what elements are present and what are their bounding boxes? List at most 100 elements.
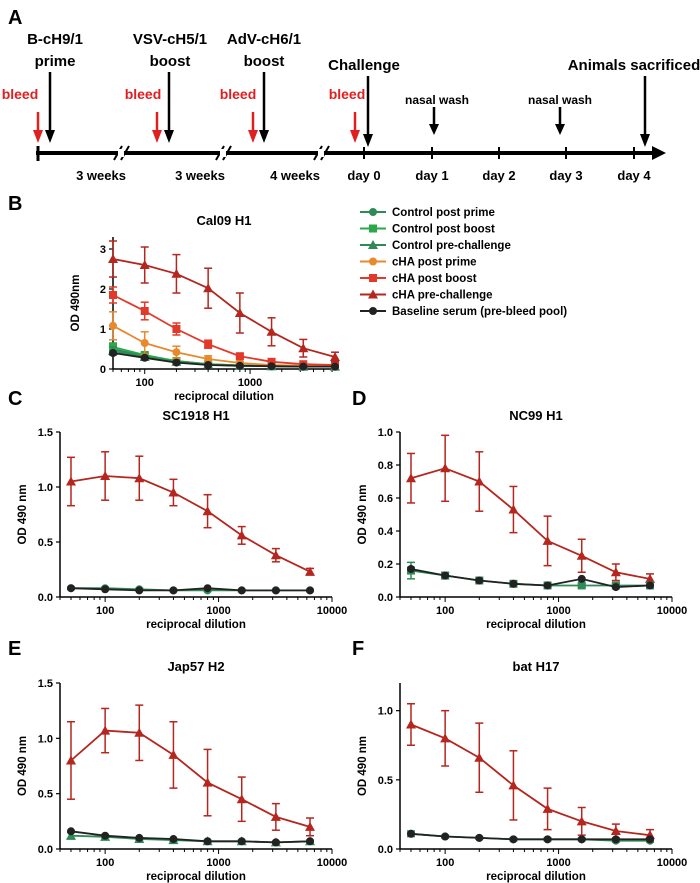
data-point — [509, 835, 518, 844]
data-point — [202, 777, 213, 787]
data-point — [235, 361, 244, 370]
data-point — [331, 362, 339, 371]
series-line — [410, 467, 651, 580]
data-point — [646, 581, 655, 590]
data-point — [203, 283, 214, 293]
data-point — [576, 816, 587, 826]
legend-marker — [369, 307, 377, 315]
x-tick-label: 10000 — [657, 605, 688, 617]
data-point — [168, 749, 179, 759]
data-point — [306, 586, 315, 595]
data-point — [109, 321, 117, 330]
data-point — [440, 463, 451, 473]
event-label-1-sub: prime — [35, 53, 76, 70]
data-point — [646, 835, 655, 844]
data-point — [135, 586, 144, 595]
series-line — [70, 587, 310, 592]
data-point — [577, 574, 586, 583]
data-point — [270, 550, 281, 560]
series-line — [112, 258, 336, 358]
chart-panel-d: NC99 H1 0.0 0.2 0.4 0.6 0.8 1.0 100 1000 10000 rec… — [357, 408, 687, 631]
data-point — [542, 803, 553, 813]
x-tick-label: 1000 — [546, 857, 570, 869]
y-tick-label: 0.0 — [378, 592, 393, 604]
data-point — [475, 833, 484, 842]
data-point — [509, 579, 518, 588]
series — [406, 564, 655, 592]
chart-title: SC1918 H1 — [162, 408, 229, 423]
data-point — [109, 291, 117, 299]
legend-marker — [368, 289, 378, 299]
panel-letter-c: C — [8, 388, 22, 410]
data-point — [577, 581, 586, 590]
series — [65, 704, 316, 837]
interval-label-2: 3 weeks — [175, 168, 225, 183]
data-point — [267, 362, 276, 371]
timeline: B-cH9/1 prime VSV-cH5/1 boost AdV-cH6/1 … — [2, 31, 700, 183]
timeline-arrow-tip — [652, 146, 666, 160]
data-point — [577, 835, 586, 844]
chart-title: NC99 H1 — [509, 408, 562, 423]
event-label-4: Challenge — [328, 57, 400, 74]
panel-letter-d: D — [352, 388, 366, 410]
legend-marker — [369, 274, 377, 282]
data-point — [100, 725, 111, 735]
data-point — [108, 254, 118, 263]
x-tick-label: 100 — [96, 857, 114, 869]
y-tick-label: 1.5 — [38, 678, 53, 690]
data-point — [203, 584, 212, 593]
y-axis-label: OD 490nm — [70, 275, 82, 332]
x-axis-label: reciprocal dilution — [174, 391, 274, 403]
x-axis-label: reciprocal dilution — [486, 871, 586, 883]
y-tick-label: 0.0 — [38, 844, 53, 856]
data-point — [610, 826, 621, 836]
data-point — [171, 268, 182, 278]
bleed-label-4: bleed — [329, 86, 366, 102]
data-point — [441, 832, 450, 841]
y-tick-label: 1 — [100, 324, 106, 336]
data-point — [440, 733, 451, 743]
bleed-label-1: bleed — [2, 86, 39, 102]
data-point — [406, 564, 415, 573]
data-point — [66, 584, 75, 593]
x-tick-label: 1000 — [546, 605, 570, 617]
legend-marker — [369, 257, 377, 266]
data-point — [271, 586, 280, 595]
legend-label: Control pre-challenge — [392, 240, 511, 252]
data-point — [441, 571, 450, 580]
legend-label: Control post boost — [392, 224, 495, 236]
y-tick-label: 0.2 — [378, 559, 393, 571]
x-axis-label: reciprocal dilution — [486, 619, 586, 631]
y-tick-label: 0 — [100, 364, 106, 376]
data-point — [237, 586, 246, 595]
nasal-wash-label-2: nasal wash — [528, 93, 592, 107]
legend-label: Baseline serum (pre-bleed pool) — [392, 306, 567, 318]
y-tick-label: 0.0 — [378, 844, 393, 856]
data-point — [100, 471, 111, 480]
x-tick-label: 100 — [136, 377, 154, 389]
y-tick-label: 1.0 — [378, 706, 393, 718]
legend-label: cHA post boost — [392, 273, 477, 285]
bleed-label-3: bleed — [220, 86, 257, 102]
legend-marker — [368, 240, 378, 249]
series — [405, 434, 656, 585]
data-point — [109, 349, 117, 357]
data-point — [306, 837, 315, 846]
y-tick-label: 1.5 — [38, 427, 53, 439]
data-point — [266, 326, 277, 336]
data-point — [508, 504, 519, 514]
data-point — [405, 719, 416, 729]
data-point — [140, 353, 149, 362]
panel-letter-f: F — [352, 638, 364, 660]
x-axis-label: reciprocal dilution — [146, 871, 246, 883]
data-point — [508, 780, 519, 790]
data-point — [543, 835, 552, 844]
data-point — [168, 487, 179, 497]
y-tick-label: 0.5 — [38, 789, 53, 801]
legend-label: cHA post prime — [392, 257, 477, 269]
data-point — [474, 752, 485, 762]
series — [406, 829, 655, 844]
data-point — [542, 535, 553, 545]
nasal-wash-label-1: nasal wash — [405, 93, 469, 107]
